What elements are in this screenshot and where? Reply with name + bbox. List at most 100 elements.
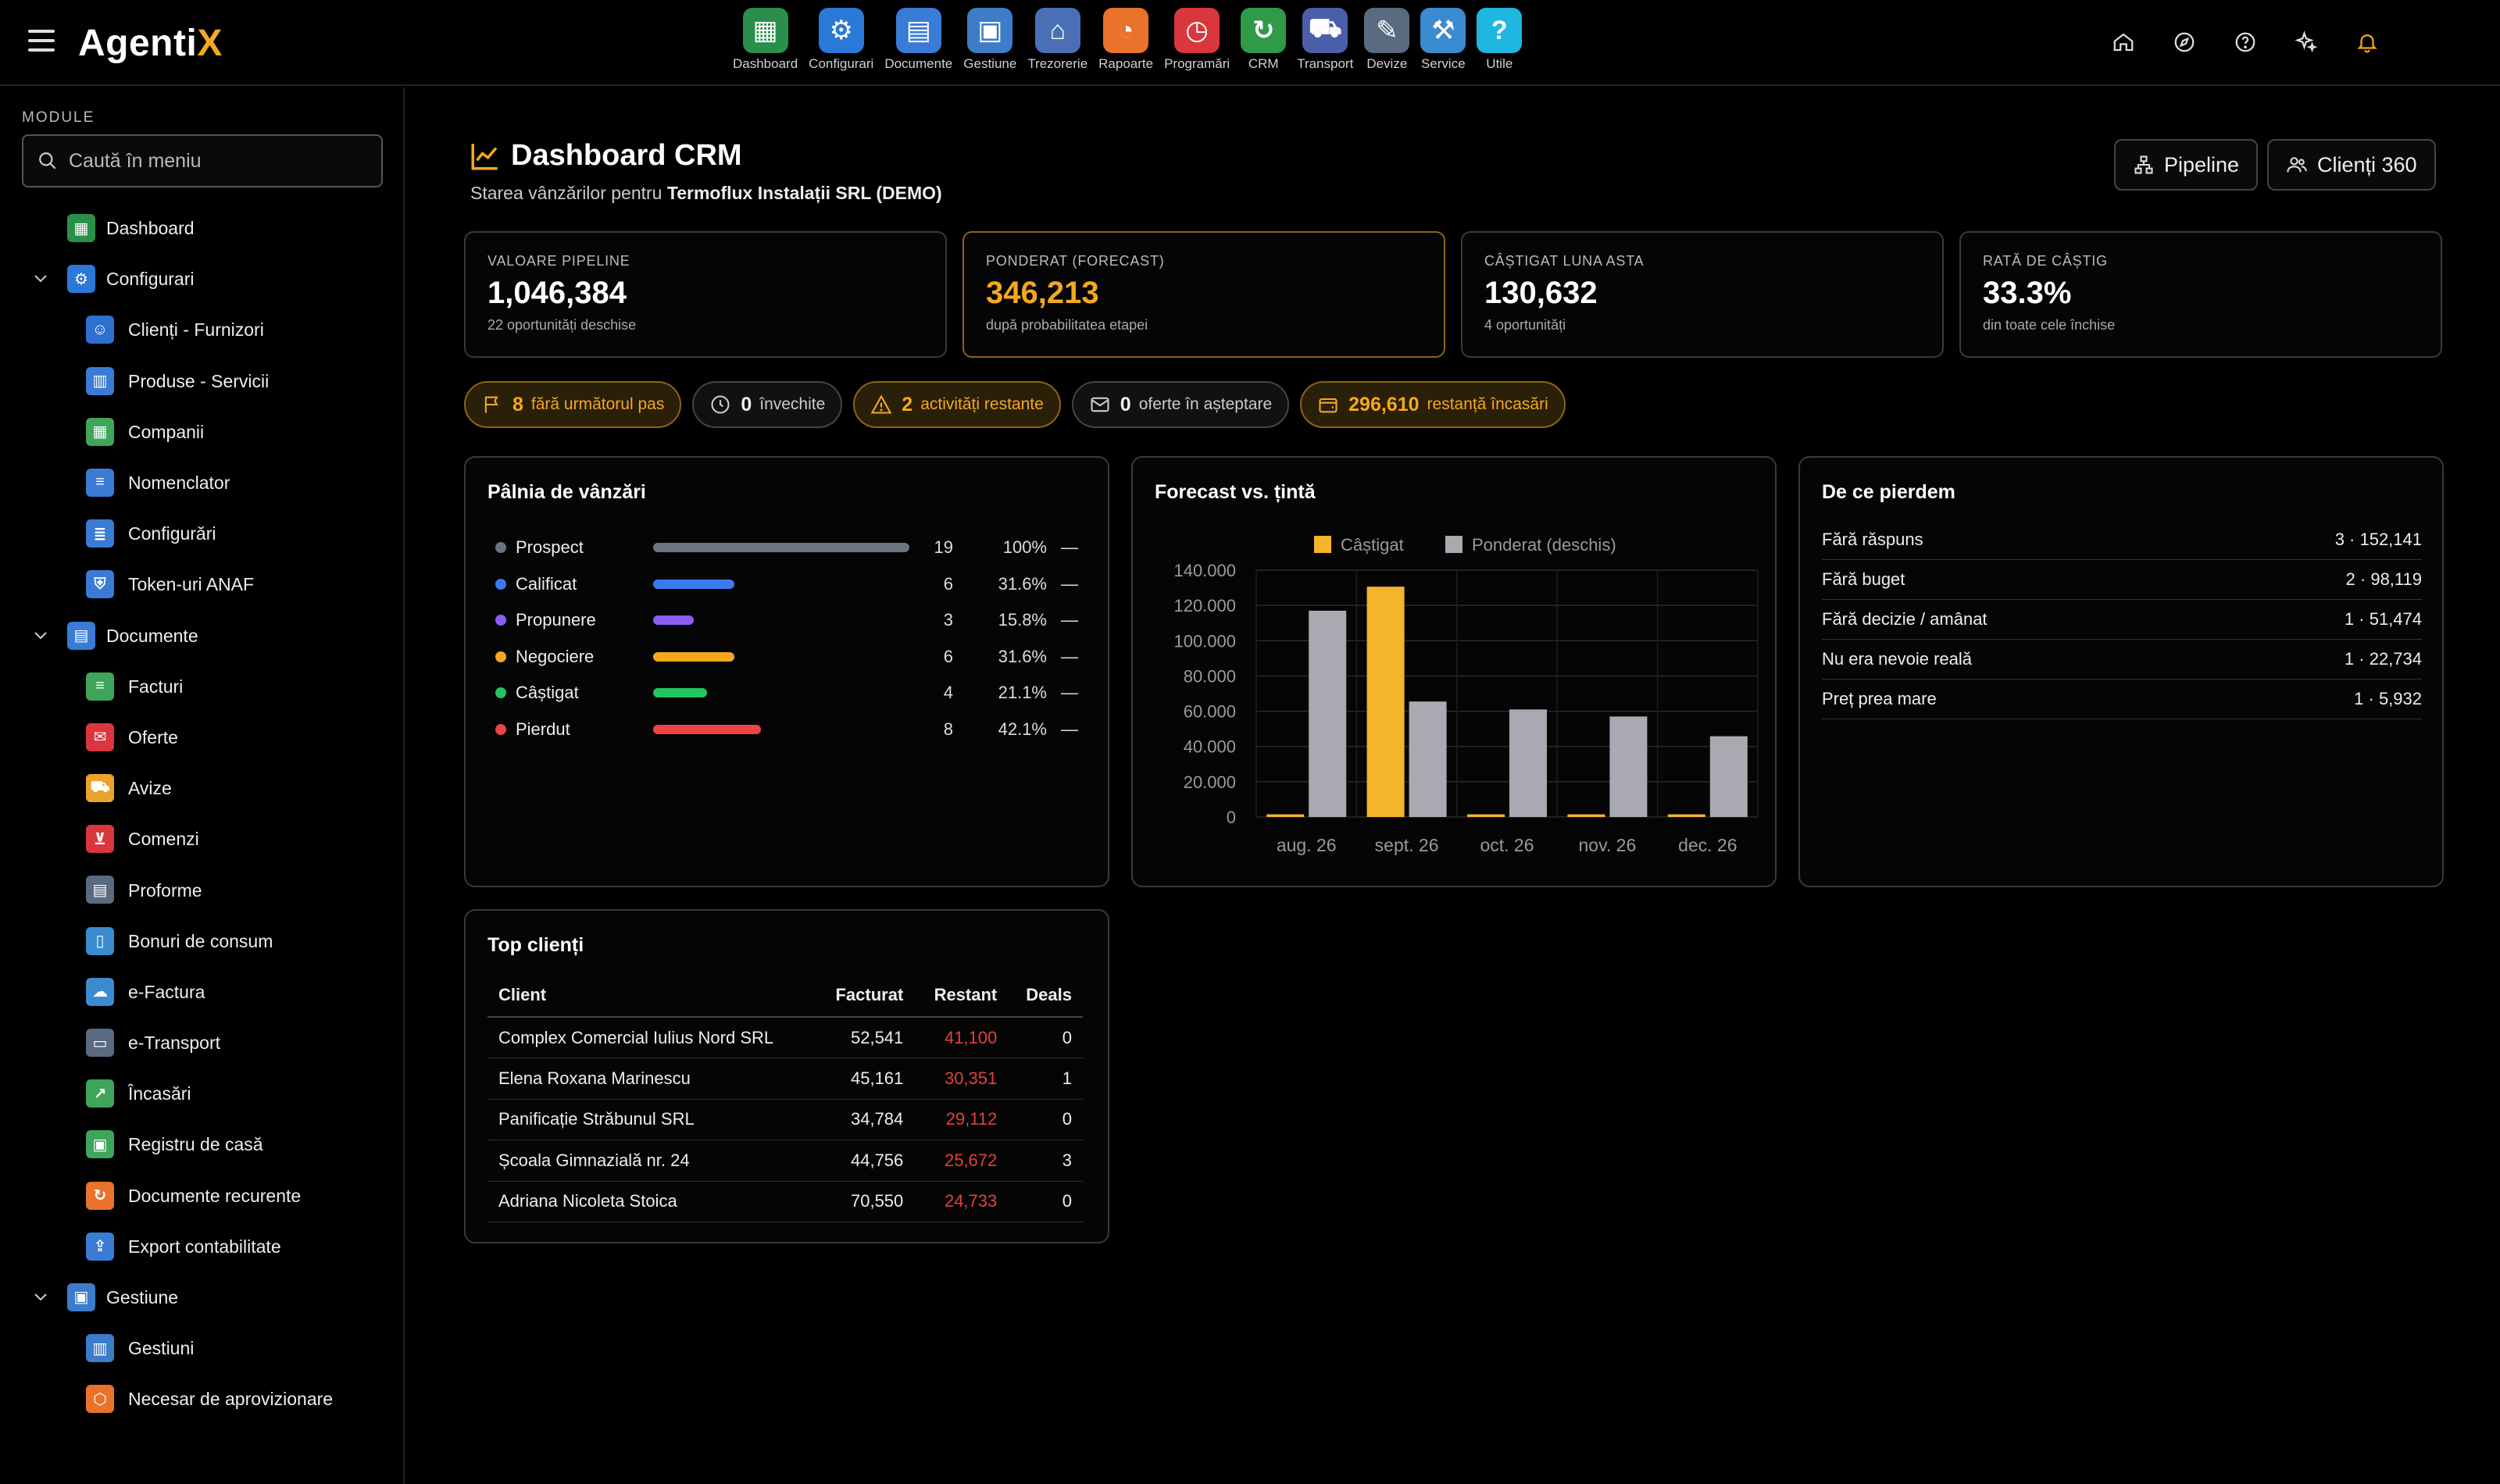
chevron-down-icon[interactable] <box>33 628 48 644</box>
sidebar-item-19[interactable]: ↻ Documente recurente <box>0 1171 405 1222</box>
nav-item-10[interactable]: ⚒ Service <box>1420 8 1466 72</box>
chevron-down-icon[interactable] <box>33 271 48 287</box>
kpi-value: 346,213 <box>986 276 1099 310</box>
sidebar-item-14[interactable]: ▯ Bonuri de consum <box>0 916 405 967</box>
stage-percent: 15.8% <box>998 610 1047 630</box>
sidebar-item-label: Configurări <box>128 523 216 544</box>
sidebar-item-11[interactable]: ⛟ Avize <box>0 763 405 814</box>
loss-value: 3 · 152,141 <box>2334 530 2422 549</box>
overdue-cell: 30,351 <box>914 1058 1009 1100</box>
alert-pill-2[interactable]: 2 activități restante <box>853 381 1061 428</box>
stage-count: 4 <box>943 683 953 702</box>
sidebar-item-label: e-Factura <box>128 981 205 1002</box>
column-header[interactable]: Facturat <box>815 973 915 1018</box>
stage-value: — <box>1061 610 1078 630</box>
flag-icon <box>484 396 498 413</box>
alert-pill-1[interactable]: 0 învechite <box>692 381 843 428</box>
nav-item-6[interactable]: ◷ Programări <box>1164 8 1230 72</box>
nav-item-4[interactable]: ⌂ Trezorerie <box>1027 8 1088 72</box>
module-nav: ▦ Dashboard ⚙ Configurari ▤ Documente ▣ Gestiun… <box>733 8 1533 72</box>
sidebar-item-6[interactable]: ≣ Configurări <box>0 508 405 559</box>
sidebar-item-label: Necesar de aprovizionare <box>128 1389 334 1410</box>
loss-reason-row: Fără buget 2 · 98,119 <box>1822 560 2422 600</box>
kpi-note: 4 oportunități <box>1484 317 1566 333</box>
clock-icon: ◷ <box>1174 8 1220 53</box>
sidebar-item-18[interactable]: ▣ Registru de casă <box>0 1119 405 1170</box>
stage-bar <box>653 688 708 697</box>
home-icon[interactable] <box>2108 27 2139 58</box>
column-header[interactable]: Restant <box>914 973 1009 1018</box>
sidebar-item-2[interactable]: ☺ Clienți - Furnizori <box>0 305 405 355</box>
clients-360-button[interactable]: Clienți 360 <box>2267 139 2436 191</box>
bar-won <box>1467 814 1505 817</box>
nav-item-11[interactable]: ? Utile <box>1477 8 1523 72</box>
sidebar-item-8[interactable]: ▤ Documente <box>0 611 405 662</box>
sidebar-item-3[interactable]: ▥ Produse - Servicii <box>0 356 405 407</box>
sidebar-item-label: Proforme <box>128 879 202 901</box>
sidebar-item-17[interactable]: ↗ Încasări <box>0 1068 405 1119</box>
sidebar-item-9[interactable]: ≡ Facturi <box>0 662 405 712</box>
table-row[interactable]: Complex Comercial Iulius Nord SRL 52,541 4… <box>488 1017 1083 1058</box>
funnel-row: Calificat 6 31.6% — <box>495 566 1089 602</box>
nav-item-0[interactable]: ▦ Dashboard <box>733 8 798 72</box>
sparkle-icon[interactable] <box>2291 27 2322 58</box>
nav-item-9[interactable]: ✎ Devize <box>1364 8 1410 72</box>
cloud-icon: ☁ <box>86 977 114 1006</box>
bell-icon[interactable] <box>2352 27 2383 58</box>
gear-icon: ⚙ <box>67 265 95 294</box>
sidebar-item-10[interactable]: ✉ Oferte <box>0 712 405 763</box>
nav-item-2[interactable]: ▤ Documente <box>884 8 952 72</box>
kpi-label: VALOARE PIPELINE <box>488 253 630 269</box>
top-clients-table: Client Facturat Restant Deals Complex Co… <box>488 973 1083 1222</box>
menu-icon[interactable] <box>28 30 55 53</box>
search-input[interactable] <box>69 149 366 173</box>
app-logo[interactable]: AgentiX <box>78 23 223 64</box>
sidebar-item-23[interactable]: ⬡ Necesar de aprovizionare <box>0 1374 405 1425</box>
x-tick-label: dec. 26 <box>1678 835 1737 855</box>
sidebar-item-20[interactable]: ⇪ Export contabilitate <box>0 1222 405 1272</box>
sidebar-item-4[interactable]: ▦ Companii <box>0 407 405 458</box>
kpi-label: RATĂ DE CÂȘTIG <box>1983 253 2108 269</box>
supply-icon: ⬡ <box>86 1385 114 1414</box>
pill-text: activități restante <box>920 395 1044 413</box>
sidebar: MODULE ▦ Dashboard ⚙ Configurari ☺ Clienți - … <box>0 87 405 1484</box>
sidebar-item-22[interactable]: ▥ Gestiuni <box>0 1323 405 1374</box>
sidebar-item-16[interactable]: ▭ e-Transport <box>0 1018 405 1068</box>
card-title: De ce pierdem <box>1822 481 1955 503</box>
alert-pill-4[interactable]: 296,610 restanță încasări <box>1300 381 1566 428</box>
sidebar-item-12[interactable]: ⊻ Comenzi <box>0 814 405 865</box>
service-icon: ⚒ <box>1420 8 1466 53</box>
nav-item-1[interactable]: ⚙ Configurari <box>809 8 873 72</box>
table-row[interactable]: Panificație Străbunul SRL 34,784 29,112 0 <box>488 1099 1083 1140</box>
nav-item-7[interactable]: ↻ CRM <box>1241 8 1287 72</box>
sidebar-item-0[interactable]: ▦ Dashboard <box>0 203 405 254</box>
nav-item-5[interactable]: ◔ Rapoarte <box>1098 8 1153 72</box>
main-content: Dashboard CRM Starea vânzărilor pentru T… <box>406 87 2500 1484</box>
column-header[interactable]: Deals <box>1008 973 1083 1018</box>
sidebar-item-label: Încasări <box>128 1083 191 1104</box>
column-header[interactable]: Client <box>488 973 816 1018</box>
sidebar-item-5[interactable]: ≡ Nomenclator <box>0 458 405 508</box>
nav-item-8[interactable]: ⛟ Transport <box>1297 8 1353 72</box>
sidebar-item-1[interactable]: ⚙ Configurari <box>0 254 405 305</box>
pipeline-button[interactable]: Pipeline <box>2114 139 2259 191</box>
dashboard-icon: ▦ <box>742 8 788 53</box>
export-icon: ⇪ <box>86 1232 114 1261</box>
compass-icon[interactable] <box>2169 27 2200 58</box>
nav-item-3[interactable]: ▣ Gestiune <box>963 8 1016 72</box>
stage-bar-track <box>653 543 909 552</box>
alert-pill-3[interactable]: 0 oferte în așteptare <box>1071 381 1290 428</box>
stage-dot <box>495 651 506 662</box>
table-row[interactable]: Elena Roxana Marinescu 45,161 30,351 1 <box>488 1058 1083 1100</box>
sidebar-item-15[interactable]: ☁ e-Factura <box>0 967 405 1018</box>
sidebar-search[interactable] <box>22 134 383 187</box>
sidebar-item-7[interactable]: ⛨ Token-uri ANAF <box>0 559 405 610</box>
help-icon[interactable] <box>2230 27 2261 58</box>
alert-pill-0[interactable]: 8 fără următorul pas <box>464 381 682 428</box>
chevron-down-icon[interactable] <box>33 1290 48 1305</box>
sidebar-item-21[interactable]: ▣ Gestiune <box>0 1272 405 1323</box>
table-row[interactable]: Școala Gimnazială nr. 24 44,756 25,672 3 <box>488 1140 1083 1182</box>
sidebar-item-13[interactable]: ▤ Proforme <box>0 865 405 915</box>
pill-text: fără următorul pas <box>530 395 665 413</box>
table-row[interactable]: Adriana Nicoleta Stoica 70,550 24,733 0 <box>488 1181 1083 1222</box>
